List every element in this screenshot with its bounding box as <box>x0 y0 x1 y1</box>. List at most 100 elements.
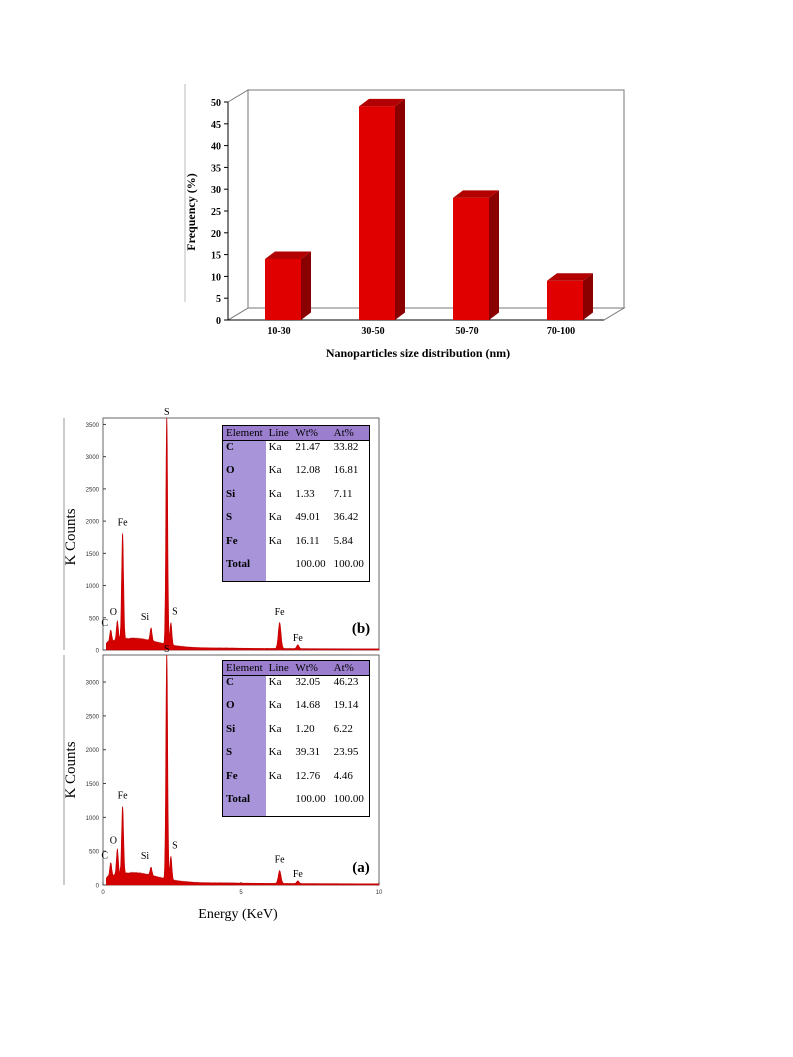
table-row: S Ka 39.31 23.95 <box>222 746 370 770</box>
table-cell: 12.08 <box>295 464 321 476</box>
size-distribution-chart: 0 5 10 15 20 25 30 35 40 45 50 10-30 30-50 50-70 70-10… <box>184 84 626 360</box>
table-cell: 46.23 <box>333 676 359 688</box>
bar-front-face <box>265 258 301 320</box>
table-cell: Total <box>222 793 266 817</box>
table-row: Fe Ka 12.76 4.46 <box>222 769 370 793</box>
table-cell: 1.20 <box>295 722 315 735</box>
x-tick-label: 5 <box>239 890 243 896</box>
y-tick-label: 35 <box>211 163 221 174</box>
table-row: Si Ka 1.20 6.22 <box>222 722 370 746</box>
y-tick-label: 10 <box>211 272 221 283</box>
peak-label: Fe <box>275 855 286 866</box>
table-cell: Fe <box>222 534 266 558</box>
y-tick-label: 15 <box>211 251 221 262</box>
bar-top-face <box>453 190 499 198</box>
table-header-cell: At% <box>330 660 370 676</box>
y-tick-label: 2000 <box>86 748 100 754</box>
bar-chart-ylabel: Frequency (%) <box>184 173 198 250</box>
table-cell: Ka <box>268 676 282 688</box>
table-cell: 100.00 <box>295 793 326 805</box>
peak-label: S <box>164 407 170 418</box>
table-row: O Ka 14.68 19.14 <box>222 699 370 723</box>
table-cell: 16.11 <box>295 534 320 547</box>
table-cell: Ka <box>268 699 282 711</box>
table-header-cell: Wt% <box>292 660 331 676</box>
table-header-cell: Line <box>265 660 293 676</box>
eds-xlabel: Energy (KeV) <box>198 907 278 922</box>
table-row: C Ka 21.47 33.82 <box>222 440 370 464</box>
y-tick-label: 1500 <box>86 782 100 788</box>
table-cell: 16.81 <box>333 464 359 476</box>
y-tick-label: 2500 <box>86 714 100 720</box>
y-tick-label: 0 <box>216 316 221 327</box>
y-tick-label: 50 <box>211 98 221 109</box>
table-header-row: Element Line Wt% At% <box>222 425 370 441</box>
peak-label: Si <box>141 612 150 623</box>
table-cell: S <box>222 511 266 535</box>
eds-b-ylabel: K Counts <box>63 508 79 565</box>
table-cell: 49.01 <box>295 511 321 523</box>
peak-label: Fe <box>293 633 304 644</box>
x-tick-label: 0 <box>101 890 105 896</box>
bar-chart-xlabel: Nanoparticles size distribution (nm) <box>326 346 510 360</box>
y-tick-label: 0 <box>96 649 100 655</box>
table-cell: 14.68 <box>295 699 321 711</box>
table-cell: C <box>222 675 266 699</box>
peak-label: O <box>110 607 117 618</box>
bar-50-70 <box>453 190 499 320</box>
bar-10-30 <box>265 251 311 320</box>
table-header-cell: Element <box>222 425 266 441</box>
table-cell: 21.47 <box>295 441 321 453</box>
table-cell: Ka <box>268 534 282 547</box>
y-tick-label: 2000 <box>86 520 100 526</box>
table-cell: Ka <box>268 441 282 453</box>
table-row: C Ka 32.05 46.23 <box>222 675 370 699</box>
table-cell: 19.14 <box>333 699 359 711</box>
bar-70-100 <box>547 273 593 320</box>
y-tick-label: 1500 <box>86 552 100 558</box>
table-header-cell: Wt% <box>292 425 331 441</box>
table-cell: Ka <box>268 511 282 523</box>
table-header-cell: Line <box>265 425 293 441</box>
bar-side-face <box>395 98 405 320</box>
peak-label: S <box>164 644 170 655</box>
table-header-cell: At% <box>330 425 370 441</box>
table-cell: 4.46 <box>333 769 353 782</box>
eds-b-composition-table: Element Line Wt% At% C Ka 21.47 33.82 O Ka 12.08 1… <box>222 425 370 582</box>
bar-front-face <box>547 280 583 320</box>
table-cell: 12.76 <box>295 769 321 782</box>
table-cell: C <box>222 440 266 464</box>
table-cell: Total <box>222 558 266 582</box>
table-cell: Ka <box>268 769 282 782</box>
y-tick-label: 1000 <box>86 816 100 822</box>
bar-30-50 <box>359 98 405 320</box>
table-row: O Ka 12.08 16.81 <box>222 464 370 488</box>
x-category-label: 50-70 <box>455 326 478 337</box>
bar-top-face <box>359 98 405 107</box>
table-cell: S <box>222 746 266 770</box>
table-cell: Fe <box>222 769 266 793</box>
bar-side-face <box>489 190 499 320</box>
x-category-label: 30-50 <box>361 326 384 337</box>
eds-a-panel-label: (a) <box>352 860 370 876</box>
table-cell: 6.22 <box>333 722 353 735</box>
table-cell: Ka <box>268 746 282 758</box>
bar-top-face <box>265 251 311 259</box>
peak-label: Fe <box>275 607 286 618</box>
table-cell: 100.00 <box>295 558 326 570</box>
table-cell: 36.42 <box>333 511 359 523</box>
y-tick-label: 500 <box>89 850 100 856</box>
y-tick-label: 0 <box>96 884 100 890</box>
y-tick-label: 30 <box>211 185 221 196</box>
spectrum-area <box>106 417 380 651</box>
table-cell: 39.31 <box>295 746 321 758</box>
table-cell: Ka <box>268 464 282 476</box>
y-tick-label: 45 <box>211 120 221 131</box>
y-tick-label: 40 <box>211 142 221 153</box>
bar-front-face <box>453 197 489 320</box>
bar-chart-bars <box>265 98 593 320</box>
x-tick-label: 10 <box>376 890 383 896</box>
table-cell: Ka <box>268 487 282 500</box>
